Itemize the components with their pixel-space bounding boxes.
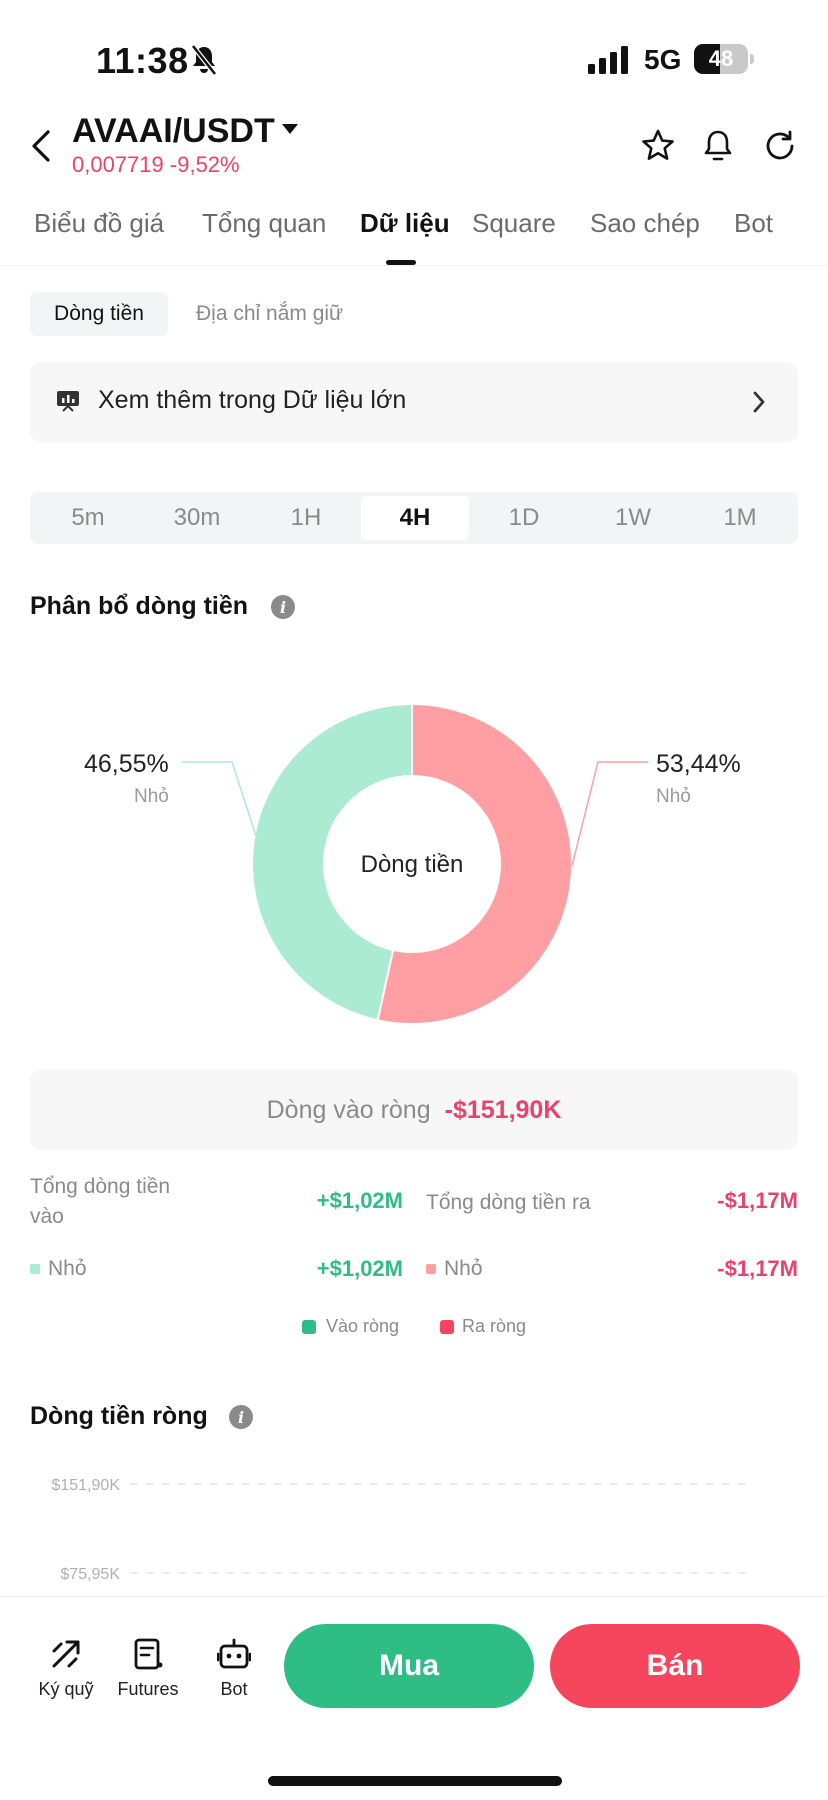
net-inflow-label: Dòng vào ròng <box>266 1096 431 1124</box>
tab-active-indicator <box>386 260 416 265</box>
main-tabs: Biểu đồ giá Tổng quan Dữ liệu Square Sao… <box>0 208 828 266</box>
total-inflow-label: Tổng dòng tiền vào <box>30 1175 171 1228</box>
net-inflow-value: -$151,90K <box>444 1096 562 1124</box>
price-change: -9,52% <box>169 152 240 177</box>
small-outflow-dot <box>426 1264 436 1275</box>
buy-button[interactable]: Mua <box>284 1624 534 1708</box>
refresh-icon[interactable] <box>762 128 798 164</box>
donut-center-label: Dòng tiền <box>361 851 464 878</box>
y-tick-top: $151,90K <box>51 1477 120 1494</box>
interval-1d[interactable]: 1D <box>508 504 540 531</box>
tab-square[interactable]: Square <box>472 208 556 238</box>
interval-30m[interactable]: 30m <box>173 504 221 531</box>
bot-button[interactable]: Bot <box>194 1637 274 1700</box>
distribution-title: Phân bổ dòng tiền <box>30 592 249 620</box>
margin-label: Ký quỹ <box>38 1679 94 1699</box>
net-flow-chart: $151,90K $75,95K <box>51 1477 748 1583</box>
bell-icon[interactable] <box>700 128 736 164</box>
bot-label: Bot <box>220 1679 248 1699</box>
bell-muted-icon <box>191 44 217 76</box>
legend-net-out-swatch <box>440 1320 454 1334</box>
small-outflow-value: -$1,17M <box>717 1256 798 1281</box>
small-inflow-row: Nhỏ <box>30 1254 87 1284</box>
pair-title[interactable]: AVAAI/USDT <box>72 112 275 150</box>
chevron-right-icon <box>753 391 765 413</box>
tab-overview[interactable]: Tổng quan <box>202 208 327 238</box>
interval-5m[interactable]: 5m <box>71 504 105 531</box>
futures-icon <box>134 1638 163 1670</box>
legend-net-out-label: Ra ròng <box>462 1316 527 1336</box>
tab-data[interactable]: Dữ liệu <box>360 208 450 238</box>
legend-net-in-swatch <box>302 1320 316 1334</box>
home-indicator <box>268 1776 562 1786</box>
margin-icon <box>52 1640 80 1668</box>
status-time: 11:38 <box>96 40 189 81</box>
net-flow-title: Dòng tiền ròng <box>30 1402 208 1430</box>
small-inflow-value: +$1,02M <box>316 1256 403 1281</box>
interval-4h[interactable]: 4H <box>361 496 469 540</box>
interval-1w[interactable]: 1W <box>615 504 651 531</box>
subtab-holder-addresses[interactable]: Địa chỉ nắm giữ <box>196 302 344 325</box>
net-inflow-box: Dòng vào ròng -$151,90K <box>30 1070 798 1150</box>
y-tick-mid: $75,95K <box>60 1566 120 1583</box>
tab-price-chart[interactable]: Biểu đồ giá <box>34 208 165 238</box>
cell-signal-icon <box>588 46 628 74</box>
bot-icon <box>217 1638 251 1669</box>
donut-left-category: Nhỏ <box>134 786 169 807</box>
caret-down-icon[interactable] <box>280 122 300 136</box>
small-inflow-dot <box>30 1264 40 1275</box>
donut-slice-outflow <box>376 702 573 1025</box>
presentation-chart-icon <box>57 391 79 412</box>
tab-bot[interactable]: Bot <box>734 208 774 238</box>
money-flow-donut: Dòng tiền <box>251 702 573 1025</box>
small-outflow-row: Nhỏ <box>426 1254 483 1284</box>
interval-1m[interactable]: 1M <box>723 504 757 531</box>
info-icon[interactable]: i <box>270 594 296 620</box>
svg-text:i: i <box>280 598 286 617</box>
net-flow-info-icon[interactable]: i <box>228 1404 254 1430</box>
small-inflow-label: Nhỏ <box>48 1257 87 1280</box>
star-icon[interactable] <box>640 128 676 164</box>
futures-label: Futures <box>117 1679 179 1699</box>
interval-selector: 5m 30m 1H 4H 1D 1W 1M <box>30 492 798 544</box>
legend-net-in-label: Vào ròng <box>326 1316 400 1336</box>
total-outflow-value: -$1,17M <box>717 1188 798 1213</box>
margin-button[interactable]: Ký quỹ <box>26 1637 106 1700</box>
sell-button[interactable]: Bán <box>550 1624 800 1708</box>
svg-text:i: i <box>238 1408 244 1427</box>
price-change-line: 0,007719 -9,52% <box>72 152 240 178</box>
total-inflow-value: +$1,02M <box>316 1188 403 1213</box>
network-type: 5G <box>644 44 682 75</box>
battery-icon: 48 <box>694 44 754 74</box>
futures-button[interactable]: Futures <box>108 1637 188 1700</box>
donut-slice-inflow <box>251 702 413 1022</box>
battery-level: 48 <box>708 46 734 71</box>
big-data-banner[interactable] <box>30 362 798 442</box>
donut-right-percent: 53,44% <box>656 750 741 778</box>
donut-left-percent: 46,55% <box>84 750 169 778</box>
total-outflow-label: Tổng dòng tiền ra <box>426 1191 591 1214</box>
tab-copy[interactable]: Sao chép <box>590 208 700 238</box>
interval-1h[interactable]: 1H <box>290 504 322 531</box>
back-arrow-icon[interactable] <box>28 128 54 164</box>
donut-right-category: Nhỏ <box>656 786 691 807</box>
small-outflow-label: Nhỏ <box>444 1257 483 1280</box>
big-data-banner-label: Xem thêm trong Dữ liệu lớn <box>98 386 407 414</box>
subtab-money-flow[interactable]: Dòng tiền <box>30 292 168 336</box>
last-price: 0,007719 <box>72 152 164 177</box>
